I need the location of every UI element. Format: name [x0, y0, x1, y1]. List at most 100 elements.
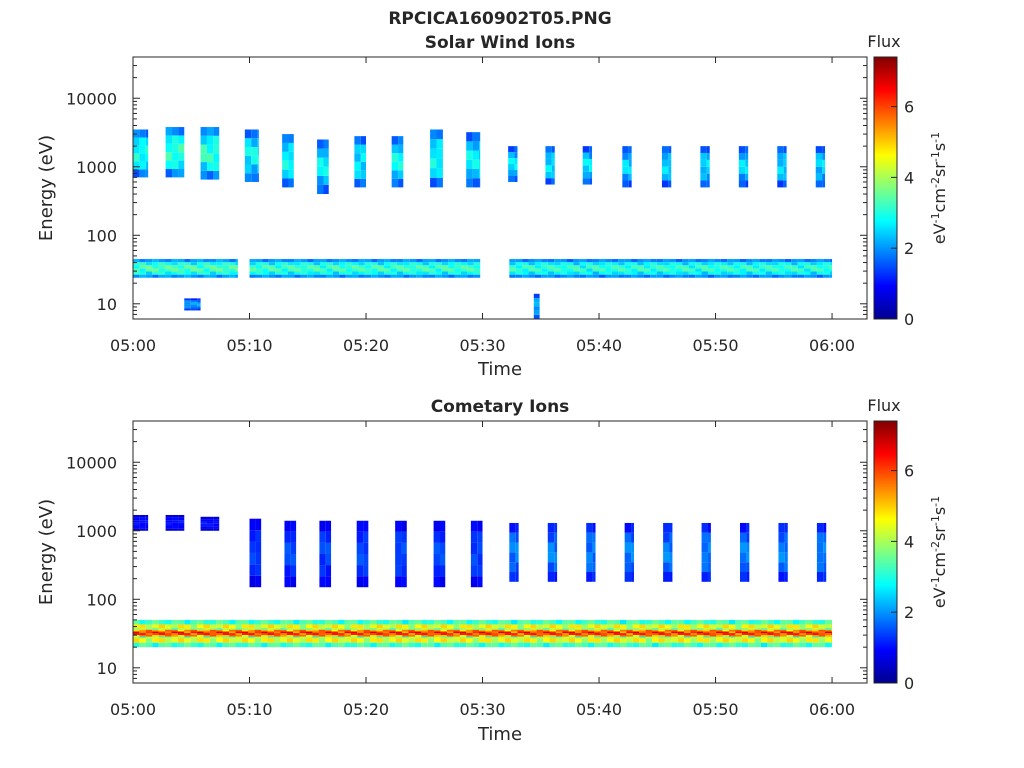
heatmap-cell: [780, 628, 787, 630]
heatmap-cell: [677, 638, 685, 643]
heatmap-cell: [728, 642, 736, 648]
heatmap-cell: [145, 522, 149, 526]
heatmap-cell: [669, 271, 676, 275]
heatmap-cell: [408, 629, 415, 632]
heatmap-cell: [338, 638, 345, 643]
heatmap-cell: [222, 268, 230, 272]
heatmap-cell: [286, 638, 294, 643]
heatmap-cell: [599, 265, 606, 269]
heatmap-cell: [545, 171, 552, 179]
heatmap-cell: [299, 634, 307, 637]
heatmap-cell: [409, 262, 417, 266]
heatmap-cell: [248, 619, 255, 625]
heatmap-cell: [206, 170, 214, 180]
heatmap-cell: [312, 634, 319, 637]
heatmap-cell: [209, 633, 217, 635]
heatmap-cell: [658, 624, 665, 629]
heatmap-cell: [357, 624, 364, 629]
heatmap-cell: [216, 619, 223, 625]
heatmap-cell: [684, 633, 691, 635]
heatmap-cell: [268, 265, 276, 269]
heatmap-cell: [317, 148, 324, 158]
heatmap-cell: [620, 642, 627, 648]
heatmap-cell: [235, 628, 242, 630]
heatmap-cell: [145, 274, 153, 278]
heatmap-cell: [409, 268, 417, 272]
heatmap-cell: [440, 642, 447, 648]
heatmap-cell: [158, 633, 166, 635]
heatmap-cell: [360, 144, 367, 154]
heatmap-cell: [523, 634, 531, 637]
heatmap-cell: [428, 268, 436, 272]
heatmap-cell: [579, 271, 587, 275]
heatmap-cell: [778, 268, 785, 272]
heatmap-cell: [696, 633, 704, 635]
heatmap-cell: [395, 576, 402, 588]
heatmap-cell: [701, 552, 708, 563]
heatmap-cell: [178, 160, 185, 169]
heatmap-cell: [319, 565, 326, 577]
heatmap-cell: [554, 262, 561, 266]
heatmap-cell: [284, 565, 291, 577]
heatmap-cell: [818, 634, 826, 637]
heatmap-cell: [671, 624, 678, 629]
heatmap-cell: [589, 158, 593, 166]
heatmap-cell: [613, 634, 621, 637]
heatmap-cell: [133, 265, 140, 269]
heatmap-cell: [441, 265, 449, 269]
x-tick-label: 05:10: [226, 700, 272, 719]
heatmap-cell: [325, 642, 332, 648]
heatmap-cell: [352, 274, 359, 278]
heatmap-cell: [618, 274, 625, 278]
heatmap-cell: [158, 624, 166, 629]
heatmap-cell: [255, 552, 262, 565]
heatmap-cell: [222, 259, 230, 263]
heatmap-cell: [261, 631, 268, 634]
heatmap-cell: [669, 571, 673, 582]
heatmap-cell: [229, 271, 236, 275]
heatmap-cell: [554, 259, 561, 263]
heatmap-cell: [446, 631, 454, 634]
heatmap-cell: [643, 262, 651, 266]
heatmap-cell: [586, 552, 593, 563]
y-axis-label: Energy (eV): [36, 499, 57, 605]
heatmap-cell: [677, 619, 685, 625]
plot-frame: [132, 420, 868, 684]
heatmap-cell: [414, 624, 422, 629]
heatmap-cell: [594, 634, 601, 637]
heatmap-cell: [350, 631, 358, 634]
heatmap-cell: [216, 631, 223, 634]
heatmap-cell: [509, 262, 516, 266]
x-tick-label: 05:50: [692, 336, 738, 355]
heatmap-cell: [421, 638, 428, 643]
heatmap-cell: [517, 624, 524, 629]
heatmap-cell: [434, 619, 441, 625]
heatmap-cell: [797, 274, 805, 278]
heatmap-cell: [389, 631, 396, 634]
heatmap-cell: [435, 259, 442, 263]
heatmap-cell: [241, 624, 249, 629]
heatmap-cell: [613, 642, 621, 648]
heatmap-cell: [177, 629, 185, 632]
heatmap-cell: [338, 636, 345, 639]
heatmap-cell: [184, 306, 191, 309]
heatmap-cell: [472, 159, 480, 169]
heatmap-cell: [607, 633, 614, 635]
heatmap-cell: [669, 552, 673, 563]
heatmap-cell: [408, 638, 415, 643]
heatmap-cell: [466, 642, 473, 648]
heatmap-cell: [508, 176, 515, 182]
heatmap-cell: [395, 619, 403, 625]
heatmap-cell: [313, 265, 320, 269]
heatmap-cell: [491, 619, 499, 625]
heatmap-cell: [592, 552, 596, 563]
heatmap-cell: [229, 633, 236, 635]
heatmap-cell: [178, 127, 185, 136]
heatmap-cell: [472, 634, 480, 637]
heatmap-cell: [433, 565, 440, 577]
heatmap-cell: [320, 265, 327, 269]
heatmap-cell: [235, 633, 242, 635]
heatmap-cell: [145, 633, 153, 635]
heatmap-cell: [254, 629, 262, 632]
heatmap-cell: [831, 624, 833, 629]
